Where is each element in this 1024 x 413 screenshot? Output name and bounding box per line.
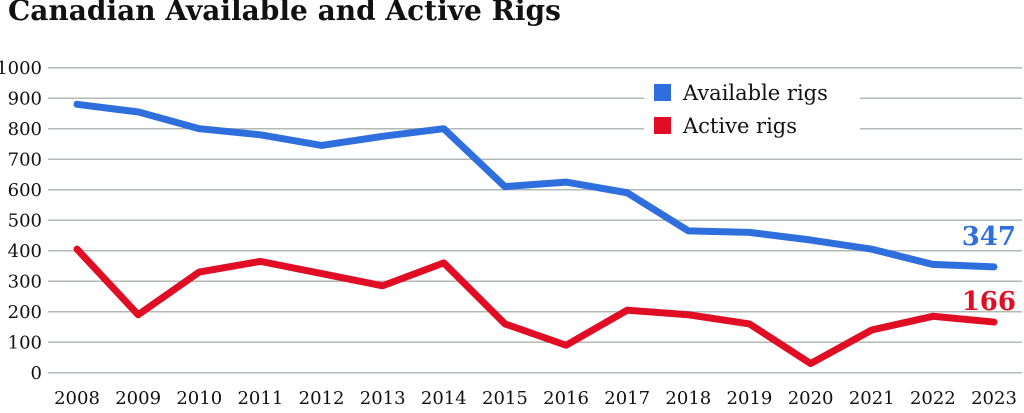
- y-tick-label: 100: [8, 333, 42, 354]
- x-tick-label: 2014: [421, 388, 467, 409]
- x-tick-label: 2011: [237, 388, 283, 409]
- y-tick-label: 800: [8, 119, 42, 140]
- y-tick-label: 1000: [0, 58, 42, 79]
- legend-item-available-rigs: Available rigs: [654, 81, 860, 105]
- available-rigs-swatch-icon: [654, 84, 671, 101]
- y-tick-label: 700: [8, 150, 42, 171]
- x-tick-label: 2019: [727, 388, 773, 409]
- y-tick-label: 500: [8, 211, 42, 232]
- x-tick-label: 2023: [971, 388, 1017, 409]
- x-tick-label: 2013: [360, 388, 406, 409]
- active-rigs-end-value: 166: [961, 287, 1016, 317]
- x-tick-label: 2021: [849, 388, 895, 409]
- available-rigs-line: [73, 100, 998, 271]
- x-tick-label: 2017: [604, 388, 650, 409]
- x-tick-label: 2020: [788, 388, 834, 409]
- active-rigs-line: [73, 245, 998, 368]
- x-tick-label: 2010: [176, 388, 222, 409]
- legend-label-active-rigs: Active rigs: [683, 113, 798, 138]
- x-tick-label: 2022: [910, 388, 956, 409]
- y-tick-label: 600: [8, 180, 42, 201]
- y-tick-label: 200: [8, 302, 42, 323]
- available-rigs-end-value: 347: [961, 222, 1016, 252]
- legend-label-available-rigs: Available rigs: [683, 80, 828, 105]
- y-tick-label: 0: [31, 363, 42, 384]
- legend: Available rigs Active rigs: [644, 71, 860, 147]
- x-tick-label: 2018: [665, 388, 711, 409]
- x-tick-label: 2015: [482, 388, 528, 409]
- x-tick-label: 2012: [299, 388, 345, 409]
- active-rigs-swatch-icon: [654, 117, 671, 134]
- y-tick-label: 400: [8, 241, 42, 262]
- chart-title: Canadian Available and Active Rigs: [8, 0, 561, 27]
- y-tick-label: 900: [8, 89, 42, 110]
- x-tick-label: 2009: [115, 388, 161, 409]
- y-tick-label: 300: [8, 272, 42, 293]
- x-tick-label: 2016: [543, 388, 589, 409]
- x-tick-label: 2008: [54, 388, 100, 409]
- legend-item-active-rigs: Active rigs: [654, 114, 860, 138]
